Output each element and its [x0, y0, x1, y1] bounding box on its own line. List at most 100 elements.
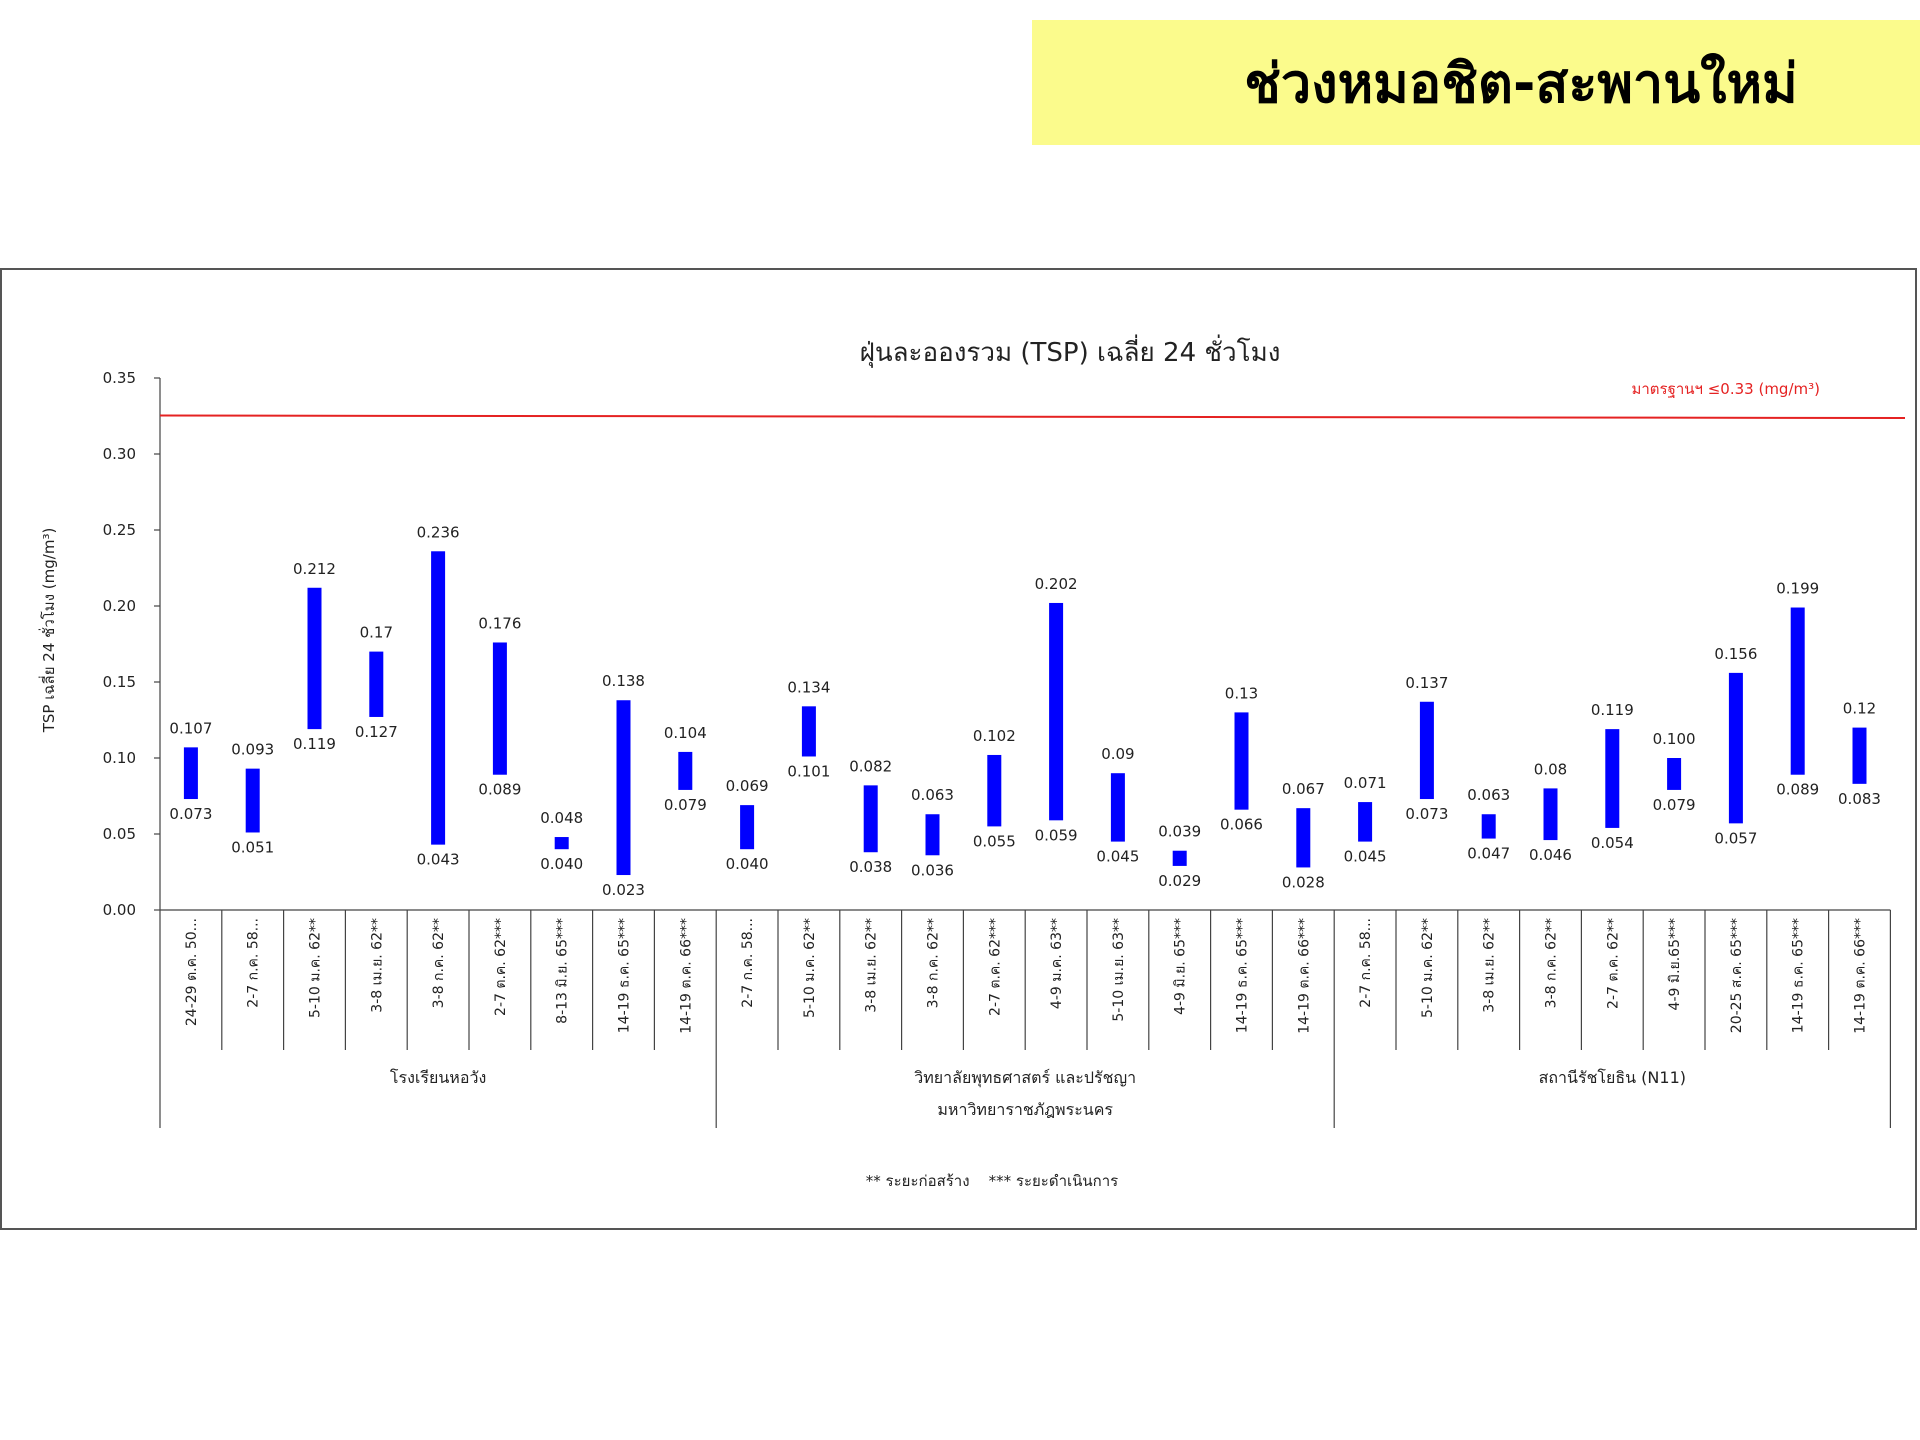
min-value-label: 0.038	[849, 858, 892, 876]
x-tick-label: 24-29 ต.ค. 50...	[184, 918, 200, 1026]
max-value-label: 0.063	[1467, 786, 1510, 804]
range-bar	[863, 785, 878, 853]
min-value-label: 0.046	[1529, 846, 1572, 864]
min-value-label: 0.047	[1467, 845, 1510, 863]
min-value-label: 0.083	[1838, 790, 1881, 808]
tsp-chart: ฝุ่นละอองรวม (TSP) เฉลี่ย 24 ชั่วโมง 0.00…	[38, 334, 1906, 1190]
range-bar	[1296, 808, 1311, 868]
y-axis-label: TSP เฉลี่ย 24 ชั่วโมง (mg/m³)	[38, 528, 58, 734]
x-tick-label: 2-7 ต.ค. 62***	[493, 918, 509, 1016]
x-tick-label: 20-25 ส.ค. 65***	[1729, 918, 1745, 1033]
min-value-label: 0.045	[1344, 848, 1387, 866]
min-value-label: 0.043	[417, 851, 460, 869]
range-bar	[1667, 758, 1682, 790]
x-tick-label: 14-19 ธ.ค. 65***	[1235, 918, 1251, 1033]
y-tick-label: 0.20	[103, 597, 136, 615]
min-value-label: 0.028	[1282, 873, 1325, 891]
x-tick-label: 8-13 มิ.ย. 65***	[555, 918, 571, 1024]
min-value-label: 0.079	[1653, 796, 1696, 814]
range-bar	[678, 751, 693, 790]
max-value-label: 0.048	[540, 809, 583, 827]
x-tick-label: 14-19 ต.ค. 66***	[678, 918, 694, 1034]
max-value-label: 0.100	[1653, 730, 1696, 748]
range-bar	[1543, 788, 1558, 841]
min-value-label: 0.073	[169, 805, 212, 823]
y-tick-label: 0.35	[103, 369, 136, 387]
min-value-label: 0.057	[1714, 829, 1757, 847]
min-value-label: 0.029	[1158, 872, 1201, 890]
x-tick-label: 3-8 ก.ค. 62**	[926, 918, 942, 1008]
x-tick-label: 2-7 ก.ค. 58...	[246, 918, 262, 1008]
x-tick-label: 5-10 ม.ค. 62**	[802, 918, 818, 1018]
range-bar	[1234, 712, 1249, 810]
max-value-label: 0.134	[787, 678, 830, 696]
range-bar	[1852, 727, 1867, 784]
x-tick-label: 2-7 ต.ค. 62**	[1605, 918, 1621, 1009]
max-value-label: 0.119	[1591, 701, 1634, 719]
x-tick-label: 2-7 ก.ค. 58...	[740, 918, 756, 1008]
max-value-label: 0.102	[973, 727, 1016, 745]
max-value-label: 0.137	[1405, 674, 1448, 692]
range-bar	[245, 768, 260, 833]
x-tick-label: 2-7 ต.ค. 62***	[987, 918, 1003, 1016]
min-value-label: 0.040	[726, 855, 769, 873]
min-value-label: 0.101	[787, 762, 830, 780]
y-tick-label: 0.00	[103, 901, 136, 919]
range-bar	[1481, 814, 1496, 839]
x-tick-label: 5-10 เม.ย. 63**	[1111, 918, 1127, 1022]
min-value-label: 0.045	[1096, 848, 1139, 866]
x-tick-label: 5-10 ม.ค. 62**	[1420, 918, 1436, 1018]
max-value-label: 0.08	[1534, 760, 1567, 778]
range-bar	[925, 814, 940, 856]
min-value-label: 0.066	[1220, 816, 1263, 834]
y-tick-label: 0.30	[103, 445, 136, 463]
y-tick-label: 0.25	[103, 521, 136, 539]
page-title: ช่วงหมอชิต-สะพานใหม่	[1244, 51, 1798, 115]
y-tick-label: 0.10	[103, 749, 136, 767]
min-value-label: 0.073	[1405, 805, 1448, 823]
min-value-label: 0.119	[293, 735, 336, 753]
max-value-label: 0.202	[1035, 575, 1078, 593]
range-bar	[1605, 729, 1620, 828]
range-bar	[1358, 802, 1373, 842]
min-value-label: 0.089	[1776, 781, 1819, 799]
max-value-label: 0.104	[664, 724, 707, 742]
max-value-label: 0.176	[478, 614, 521, 632]
range-bar	[740, 805, 755, 850]
x-tick-label: 14-19 ธ.ค. 65***	[1791, 918, 1807, 1033]
min-value-label: 0.040	[540, 855, 583, 873]
range-bar	[616, 700, 631, 876]
range-bar	[431, 551, 446, 845]
group-label: วิทยาลัยพุทธศาสตร์ และปรัชญา	[914, 1068, 1136, 1088]
x-tick-label: 14-19 ธ.ค. 65***	[617, 918, 633, 1033]
max-value-label: 0.236	[417, 523, 460, 541]
chart-frame	[0, 268, 1917, 1230]
min-value-label: 0.054	[1591, 834, 1634, 852]
range-bar	[801, 706, 816, 757]
max-value-label: 0.107	[169, 719, 212, 737]
range-bar	[1049, 602, 1064, 821]
x-tick-label: 3-8 เม.ย. 62**	[864, 918, 880, 1013]
max-value-label: 0.156	[1714, 645, 1757, 663]
y-tick-label: 0.15	[103, 673, 136, 691]
max-value-label: 0.093	[231, 741, 274, 759]
max-value-label: 0.069	[726, 777, 769, 795]
range-bar	[1790, 607, 1805, 775]
max-value-label: 0.09	[1101, 745, 1134, 763]
y-tick-label: 0.05	[103, 825, 136, 843]
footnote: ** ระยะก่อสร้าง *** ระยะดำเนินการ	[866, 1172, 1118, 1190]
range-bar	[369, 651, 384, 717]
range-bar	[554, 837, 569, 850]
max-value-label: 0.082	[849, 757, 892, 775]
title-banner: ช่วงหมอชิต-สะพานใหม่	[1032, 20, 1920, 145]
max-value-label: 0.17	[360, 624, 393, 642]
standard-line	[159, 414, 1906, 419]
max-value-label: 0.071	[1344, 774, 1387, 792]
range-bar	[1728, 672, 1743, 824]
x-tick-label: 3-8 เม.ย. 62**	[1482, 918, 1498, 1013]
x-tick-label: 3-8 ก.ค. 62**	[431, 918, 447, 1008]
range-bar	[183, 747, 198, 800]
min-value-label: 0.051	[231, 838, 274, 856]
x-tick-label: 3-8 เม.ย. 62**	[369, 918, 385, 1013]
min-value-label: 0.079	[664, 796, 707, 814]
